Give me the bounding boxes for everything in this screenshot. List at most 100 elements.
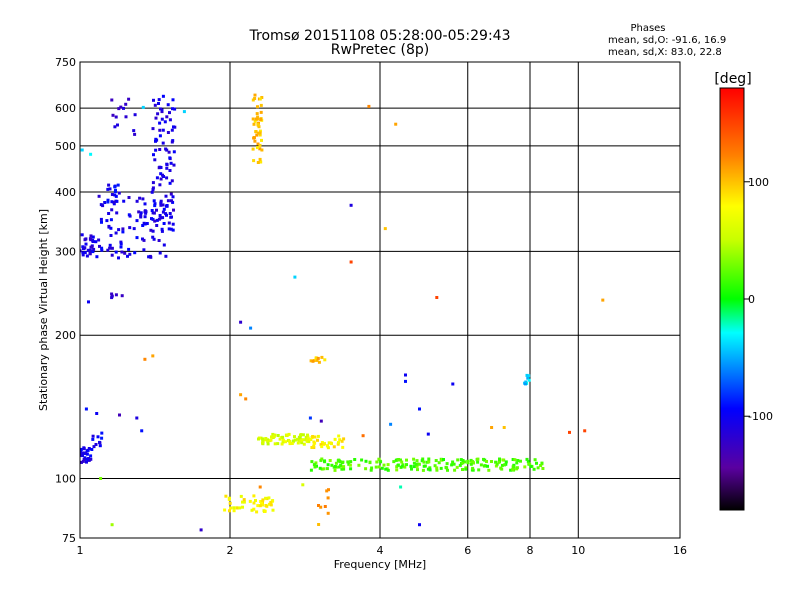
data-point xyxy=(161,203,165,207)
data-point xyxy=(263,509,267,513)
data-point xyxy=(377,457,381,461)
data-point xyxy=(95,255,99,259)
data-point xyxy=(442,458,445,461)
data-point xyxy=(157,102,160,105)
data-point xyxy=(266,438,269,442)
data-point xyxy=(526,376,530,380)
data-point xyxy=(285,433,289,437)
data-point xyxy=(106,198,110,202)
data-point xyxy=(110,193,114,196)
data-point xyxy=(276,442,280,446)
data-point xyxy=(541,467,545,470)
data-point xyxy=(168,118,172,122)
data-point xyxy=(342,437,346,441)
data-point xyxy=(461,461,465,465)
data-point xyxy=(172,163,176,167)
data-point xyxy=(83,246,87,250)
data-point xyxy=(151,188,155,191)
data-point xyxy=(428,468,432,472)
data-point xyxy=(151,186,155,190)
data-point xyxy=(85,460,88,464)
data-point xyxy=(91,235,95,239)
data-point xyxy=(256,122,260,126)
data-point xyxy=(169,161,173,165)
data-point xyxy=(159,203,163,207)
data-point xyxy=(172,150,176,154)
data-point xyxy=(110,208,114,212)
data-point xyxy=(151,235,155,239)
data-point xyxy=(169,192,173,196)
data-point xyxy=(527,462,531,466)
data-point xyxy=(116,123,119,127)
data-point xyxy=(159,166,163,169)
data-point xyxy=(256,161,260,164)
data-point xyxy=(270,435,273,439)
data-point xyxy=(312,444,316,448)
data-point xyxy=(516,459,520,462)
data-point xyxy=(313,435,317,439)
colorbar-tick-label: -100 xyxy=(748,410,773,423)
data-point xyxy=(165,176,169,180)
data-point xyxy=(227,496,231,500)
data-point xyxy=(333,465,337,468)
data-point xyxy=(254,499,257,502)
data-point xyxy=(109,218,113,222)
data-point xyxy=(330,463,334,467)
data-point xyxy=(349,260,353,264)
data-point xyxy=(273,442,277,446)
data-point xyxy=(157,166,161,170)
data-point xyxy=(452,462,456,466)
data-point xyxy=(92,445,96,449)
data-point xyxy=(158,183,162,187)
data-point xyxy=(305,438,309,442)
data-point xyxy=(88,252,92,256)
data-point xyxy=(87,300,90,304)
data-point xyxy=(132,227,136,231)
data-point xyxy=(400,460,404,464)
data-point xyxy=(143,202,147,206)
data-point xyxy=(109,234,113,237)
data-point xyxy=(258,147,262,151)
data-point xyxy=(172,125,175,129)
data-point xyxy=(80,233,84,237)
data-point xyxy=(135,416,139,420)
data-point xyxy=(404,379,407,383)
data-point xyxy=(80,447,83,451)
data-point xyxy=(269,501,273,504)
data-point xyxy=(293,435,296,439)
data-point xyxy=(327,488,330,492)
data-point xyxy=(316,356,320,360)
data-point xyxy=(471,466,475,470)
legend-title: Phases xyxy=(630,23,665,34)
data-point xyxy=(288,439,292,443)
data-point xyxy=(314,356,318,360)
data-point xyxy=(276,434,280,437)
data-point xyxy=(260,501,263,505)
data-point xyxy=(242,498,246,502)
data-point xyxy=(159,177,163,181)
data-point xyxy=(113,185,117,189)
data-point xyxy=(133,132,137,136)
data-point xyxy=(418,407,421,411)
data-point xyxy=(259,110,263,114)
data-point xyxy=(396,463,400,467)
data-point xyxy=(453,468,457,472)
data-point xyxy=(333,468,337,472)
data-point xyxy=(485,460,488,463)
data-point xyxy=(322,467,326,471)
data-point xyxy=(98,441,102,445)
data-point xyxy=(128,226,132,230)
data-point xyxy=(525,457,529,461)
data-point xyxy=(523,465,527,469)
data-point xyxy=(236,506,240,510)
data-point xyxy=(389,422,393,426)
data-point xyxy=(288,442,292,446)
data-point xyxy=(311,435,315,438)
data-point xyxy=(256,115,260,119)
data-point xyxy=(120,294,124,298)
data-point xyxy=(332,445,336,449)
data-point xyxy=(110,253,114,257)
data-point xyxy=(479,463,483,467)
data-point xyxy=(333,437,337,441)
data-point xyxy=(229,506,233,510)
